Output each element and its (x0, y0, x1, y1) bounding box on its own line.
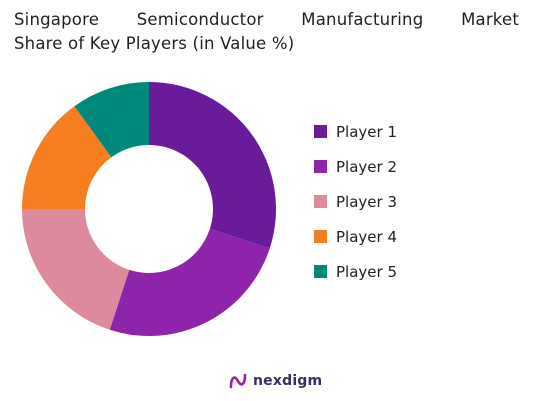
donut-slice-player-2 (109, 228, 270, 336)
donut-slice-player-1 (149, 82, 276, 249)
legend-label: Player 5 (336, 262, 397, 281)
legend-label: Player 2 (336, 157, 397, 176)
chart-title-line2: Share of Key Players (in Value %) (14, 34, 295, 53)
nexdigm-logo-icon (229, 373, 247, 389)
legend-swatch (314, 195, 327, 208)
legend-swatch (314, 265, 327, 278)
donut-slice-player-3 (21, 209, 130, 330)
brand-name: nexdigm (253, 373, 323, 389)
legend-item-player-1: Player 1 (314, 114, 397, 149)
legend-item-player-5: Player 5 (314, 254, 397, 289)
legend-label: Player 3 (336, 192, 397, 211)
legend-swatch (314, 160, 327, 173)
chart-legend: Player 1 Player 2 Player 3 Player 4 Player 5 (314, 114, 397, 289)
brand-logo: nexdigm (228, 371, 322, 391)
legend-swatch (314, 230, 327, 243)
legend-item-player-2: Player 2 (314, 149, 397, 184)
legend-label: Player 1 (336, 122, 397, 141)
chart-title-line1: Singapore Semiconductor Manufacturing Ma… (14, 10, 519, 29)
chart-title: Singapore Semiconductor Manufacturing Ma… (14, 8, 519, 56)
legend-swatch (314, 125, 327, 138)
legend-item-player-4: Player 4 (314, 219, 397, 254)
donut-slice-player-5 (74, 82, 149, 158)
legend-label: Player 4 (336, 227, 397, 246)
donut-slice-player-4 (22, 106, 112, 209)
legend-item-player-3: Player 3 (314, 184, 397, 219)
